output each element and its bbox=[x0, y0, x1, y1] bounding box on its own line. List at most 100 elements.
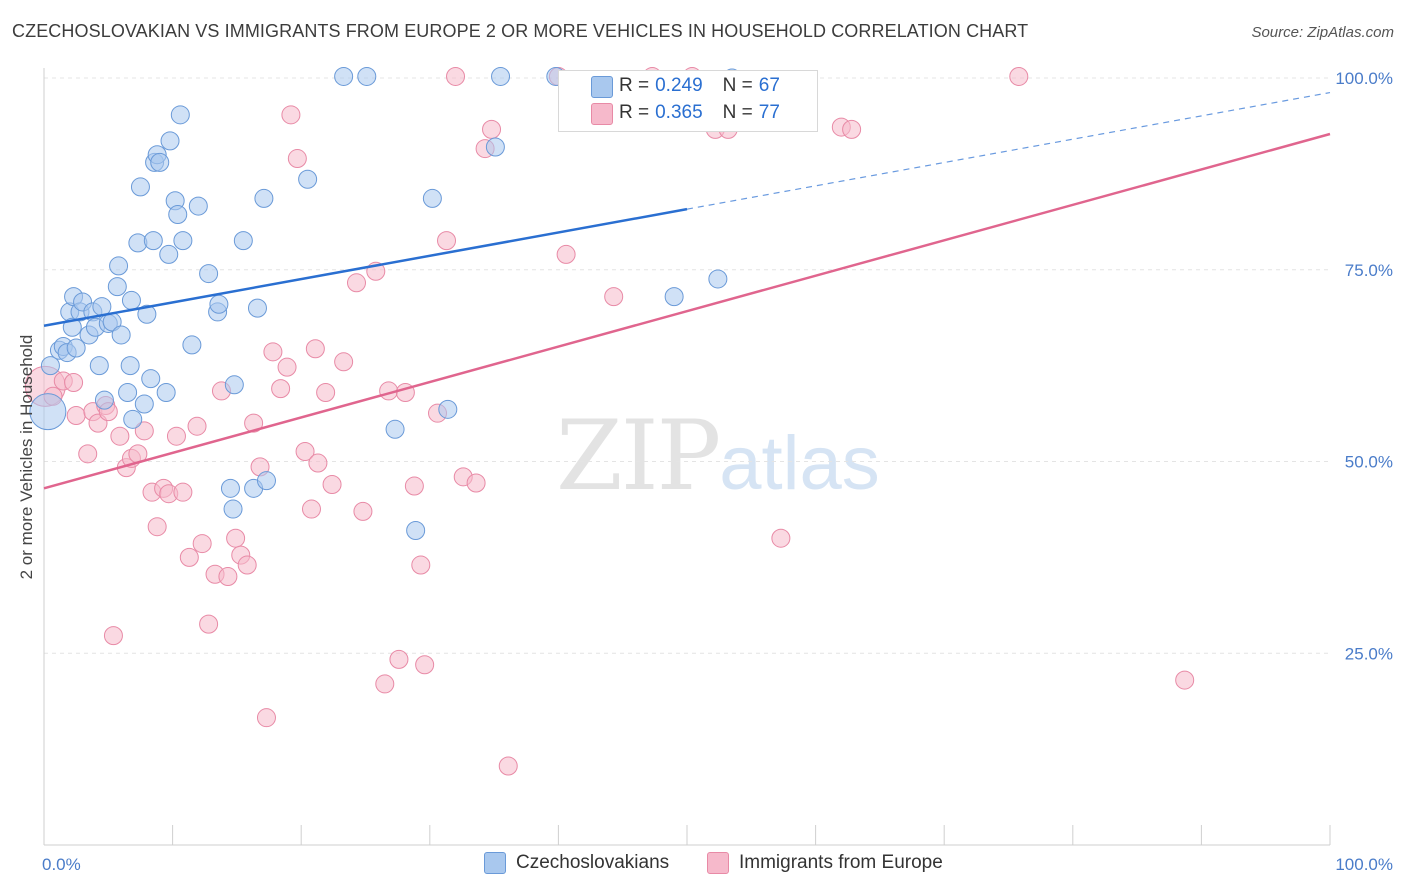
czechoslovakians-point bbox=[107, 277, 127, 297]
immigrants-from-europe-point bbox=[842, 119, 862, 139]
czechoslovakians-point bbox=[199, 264, 219, 284]
legend-r-label: R = bbox=[619, 75, 650, 96]
czechoslovakians-point bbox=[160, 131, 180, 151]
legend-swatch-pink bbox=[591, 103, 613, 125]
legend-n-value: 77 bbox=[758, 102, 780, 123]
immigrants-from-europe-point bbox=[411, 555, 431, 575]
czechoslovakians-point bbox=[224, 375, 244, 395]
immigrants-from-europe-point bbox=[466, 473, 486, 493]
czechoslovakians-point bbox=[94, 390, 114, 410]
czechoslovakians-point bbox=[170, 105, 190, 125]
trend-lines bbox=[43, 91, 1331, 490]
czechoslovakians-point bbox=[109, 256, 129, 276]
series-czechoslovakians bbox=[29, 66, 742, 541]
axes bbox=[43, 68, 1331, 846]
immigrants-from-europe-point bbox=[353, 501, 373, 521]
immigrants-from-europe-point bbox=[134, 421, 154, 441]
trend-line-czechoslovakians-extension bbox=[686, 91, 1331, 210]
bottom-legend-label: Czechoslovakians bbox=[516, 852, 670, 873]
watermark: ZIPatlas bbox=[556, 400, 880, 512]
czechoslovakians-point bbox=[143, 231, 163, 251]
immigrants-from-europe-point bbox=[301, 499, 321, 519]
czechoslovakians-point bbox=[118, 382, 138, 402]
czechoslovakians-point bbox=[422, 188, 442, 208]
immigrants-from-europe-point bbox=[110, 426, 130, 446]
watermark-atlas: atlas bbox=[719, 421, 880, 506]
czechoslovakians-point bbox=[29, 393, 67, 431]
czechoslovakians-point bbox=[209, 294, 229, 314]
czechoslovakians-point bbox=[89, 356, 109, 376]
czechoslovakians-point bbox=[150, 152, 170, 172]
trend-line-immigrants-from-europe bbox=[43, 132, 1331, 490]
immigrants-from-europe-point bbox=[415, 655, 435, 675]
chart-title: CZECHOSLOVAKIAN VS IMMIGRANTS FROM EUROP… bbox=[12, 21, 1029, 41]
legend-row-czechoslovakians: R = 0.249 N = 67 bbox=[591, 73, 780, 99]
immigrants-from-europe-point bbox=[199, 614, 219, 634]
y-axis-label: 2 or more Vehicles in Household bbox=[17, 335, 36, 580]
czechoslovakians-point bbox=[438, 399, 458, 419]
x-tick-label: 0.0% bbox=[42, 855, 81, 874]
immigrants-from-europe-point bbox=[316, 382, 336, 402]
czechoslovakians-point bbox=[137, 304, 157, 324]
immigrants-from-europe-point bbox=[147, 517, 167, 537]
immigrants-from-europe-point bbox=[604, 287, 624, 307]
immigrants-from-europe-point bbox=[308, 453, 328, 473]
immigrants-from-europe-point bbox=[244, 413, 264, 433]
immigrants-from-europe-point bbox=[446, 66, 466, 86]
immigrants-from-europe-point bbox=[305, 339, 325, 359]
czechoslovakians-point bbox=[223, 499, 243, 519]
czechoslovakians-point bbox=[173, 231, 193, 251]
czechoslovakians-point bbox=[664, 287, 684, 307]
czechoslovakians-point bbox=[233, 231, 253, 251]
bottom-legend-immigrants-from-europe: Immigrants from Europe bbox=[707, 852, 943, 874]
immigrants-from-europe-point bbox=[498, 756, 518, 776]
czechoslovakians-point bbox=[256, 471, 276, 491]
y-tick-label: 100.0% bbox=[1335, 69, 1393, 88]
czechoslovakians-point bbox=[123, 409, 143, 429]
y-tick-label: 50.0% bbox=[1345, 453, 1393, 472]
czechoslovakians-point bbox=[406, 521, 426, 541]
immigrants-from-europe-point bbox=[187, 416, 207, 436]
y-tick-label: 75.0% bbox=[1345, 261, 1393, 280]
czechoslovakians-point bbox=[168, 205, 188, 225]
immigrants-from-europe-point bbox=[437, 231, 457, 251]
czechoslovakians-point bbox=[254, 188, 274, 208]
immigrants-from-europe-point bbox=[281, 105, 301, 125]
series-immigrants-from-europe bbox=[24, 66, 1195, 776]
immigrants-from-europe-point bbox=[375, 674, 395, 694]
immigrants-from-europe-point bbox=[226, 528, 246, 548]
czechoslovakians-point bbox=[188, 196, 208, 216]
legend-n-label: N = bbox=[722, 75, 753, 96]
immigrants-from-europe-point bbox=[322, 475, 342, 495]
immigrants-from-europe-point bbox=[295, 442, 315, 462]
czechoslovakians-point bbox=[708, 269, 728, 289]
czechoslovakians-point bbox=[120, 356, 140, 376]
legend-r-value: 0.365 bbox=[655, 102, 703, 123]
legend: R = 0.249 N = 67 R = 0.365 N = 77 bbox=[558, 70, 818, 132]
immigrants-from-europe-point bbox=[64, 372, 84, 392]
czechoslovakians-point bbox=[141, 369, 161, 389]
legend-r-value: 0.249 bbox=[655, 75, 703, 96]
immigrants-from-europe-point bbox=[389, 649, 409, 669]
immigrants-from-europe-point bbox=[256, 708, 276, 728]
czechoslovakians-point bbox=[121, 290, 141, 310]
czechoslovakians-point bbox=[40, 356, 60, 376]
bottom-legend: Czechoslovakians Immigrants from Europe bbox=[0, 852, 1406, 878]
czechoslovakians-point bbox=[159, 244, 179, 264]
czechoslovakians-point bbox=[247, 298, 267, 318]
immigrants-from-europe-point bbox=[556, 244, 576, 264]
czechoslovakians-point bbox=[111, 325, 131, 345]
immigrants-from-europe-point bbox=[271, 379, 291, 399]
immigrants-from-europe-point bbox=[218, 567, 238, 587]
x-tick-label: 100.0% bbox=[1335, 855, 1393, 874]
immigrants-from-europe-point bbox=[237, 555, 257, 575]
y-tick-label: 25.0% bbox=[1345, 644, 1393, 663]
immigrants-from-europe-point bbox=[66, 405, 86, 425]
source-credit: Source: ZipAtlas.com bbox=[1251, 24, 1394, 41]
immigrants-from-europe-point bbox=[287, 149, 307, 169]
immigrants-from-europe-point bbox=[263, 342, 283, 362]
czechoslovakians-point bbox=[134, 394, 154, 414]
legend-r-label: R = bbox=[619, 102, 650, 123]
tick-labels: 25.0% 50.0% 75.0% 100.0% 0.0% 100.0% bbox=[42, 69, 1393, 874]
